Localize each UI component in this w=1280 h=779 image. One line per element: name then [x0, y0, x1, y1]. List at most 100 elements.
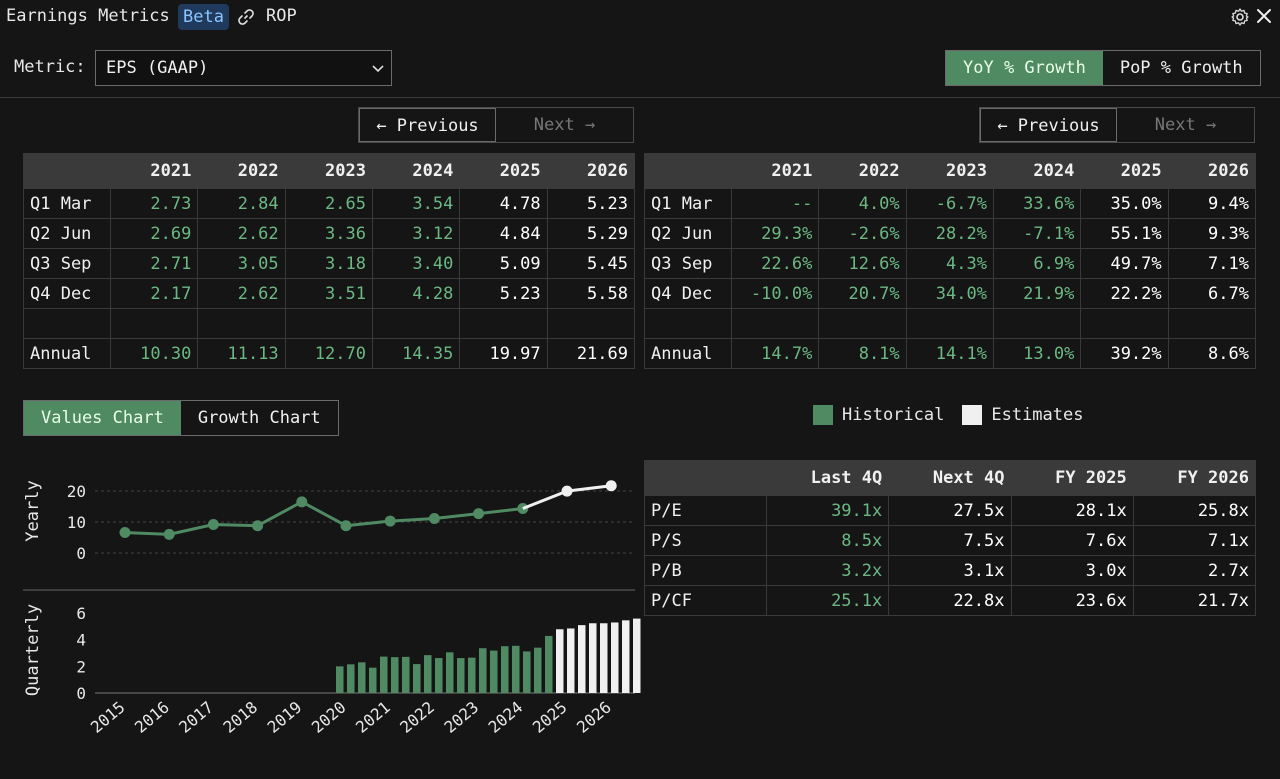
- legend-historical-label: Historical: [842, 405, 945, 425]
- y-tick-label: 4: [76, 631, 86, 650]
- bar: [611, 622, 619, 693]
- table-cell: 2.65: [284, 188, 373, 219]
- chevron-down-icon: [372, 65, 384, 73]
- row-label: P/CF: [644, 585, 767, 616]
- table-cell: 19.97: [459, 338, 548, 369]
- next-button[interactable]: Next →: [1154, 115, 1217, 135]
- table-row: Q2 Jun 2.69 2.62 3.36 3.12 4.84 5.29: [23, 218, 636, 249]
- bar: [556, 629, 564, 693]
- row-label: P/S: [644, 525, 767, 556]
- table-cell: 3.18: [284, 248, 373, 279]
- table-cell: 21.7x: [1132, 585, 1257, 616]
- table-cell: --: [730, 188, 820, 219]
- table-cell: 12.6%: [818, 248, 907, 279]
- table-cell: 2.84: [197, 188, 286, 219]
- next-button[interactable]: Next →: [533, 115, 596, 135]
- bar: [512, 645, 520, 693]
- x-tick-label: 2024: [485, 698, 527, 737]
- y-tick-label: 6: [76, 604, 86, 623]
- bar: [567, 628, 575, 693]
- data-point: [384, 515, 396, 527]
- table-cell: [109, 308, 199, 339]
- x-tick-label: 2021: [352, 698, 394, 737]
- window-title: Earnings Metrics: [6, 6, 170, 26]
- column-header: Last 4Q: [765, 460, 890, 496]
- gear-icon[interactable]: [1230, 7, 1250, 27]
- table-cell: 4.28: [371, 278, 461, 309]
- table-cell: 8.1%: [818, 338, 907, 369]
- growth-pager: ← Previous Next →: [979, 107, 1255, 143]
- data-point: [428, 512, 440, 524]
- data-point: [561, 485, 573, 497]
- title-bar: Earnings Metrics Beta ROP: [0, 0, 1280, 34]
- table-cell: 20.7%: [818, 278, 907, 309]
- table-cell: 2.71: [109, 248, 199, 279]
- table-cell: 3.51: [284, 278, 373, 309]
- table-cell: 6.7%: [1167, 278, 1257, 309]
- table-cell: 4.0%: [818, 188, 907, 219]
- previous-button[interactable]: ← Previous: [359, 108, 496, 142]
- table-cell: [197, 308, 286, 339]
- eps-pager: ← Previous Next →: [358, 107, 634, 143]
- row-label: Q3 Sep: [23, 248, 111, 279]
- column-header: 2023: [284, 153, 373, 189]
- close-icon[interactable]: [1255, 7, 1273, 25]
- table-cell: 5.58: [546, 278, 636, 309]
- link-icon[interactable]: [236, 7, 256, 27]
- legend-estimates: Estimates: [962, 405, 1083, 425]
- table-row: [644, 308, 1257, 339]
- row-label: Q4 Dec: [644, 278, 732, 309]
- table-row: Q3 Sep 22.6% 12.6% 4.3% 6.9% 49.7% 7.1%: [644, 248, 1257, 279]
- metric-select[interactable]: EPS (GAAP): [95, 50, 392, 86]
- bar: [369, 667, 377, 693]
- values-chart-button[interactable]: Values Chart: [24, 401, 181, 435]
- bar: [501, 646, 509, 693]
- table-cell: 22.6%: [730, 248, 820, 279]
- chart-legend: Historical Estimates: [813, 405, 1101, 425]
- y-axis-label: Quarterly: [23, 604, 43, 696]
- bar: [391, 657, 399, 693]
- previous-button[interactable]: ← Previous: [980, 108, 1117, 142]
- table-cell: 2.17: [109, 278, 199, 309]
- yoy-growth-button[interactable]: YoY % Growth: [946, 51, 1103, 85]
- table-cell: 33.6%: [992, 188, 1082, 219]
- table-cell: 12.70: [284, 338, 373, 369]
- table-row: Q1 Mar 2.73 2.84 2.65 3.54 4.78 5.23: [23, 188, 636, 219]
- table-cell: -7.1%: [992, 218, 1082, 249]
- growth-table: 2021 2022 2023 2024 2025 2026 Q1 Mar -- 4.0% -6.…: [644, 153, 1257, 369]
- table-cell: 29.3%: [730, 218, 820, 249]
- table-cell: 14.7%: [730, 338, 820, 369]
- table-cell: [1080, 308, 1169, 339]
- table-row: Q3 Sep 2.71 3.05 3.18 3.40 5.09 5.45: [23, 248, 636, 279]
- table-cell: 8.6%: [1167, 338, 1257, 369]
- table-cell: [459, 308, 548, 339]
- table-cell: 49.7%: [1080, 248, 1169, 279]
- data-point: [119, 527, 131, 539]
- table-row: P/B 3.2x 3.1x 3.0x 2.7x: [644, 555, 1257, 586]
- corner-header: [644, 460, 767, 496]
- column-header: FY 2026: [1132, 460, 1257, 496]
- metric-selected-value: EPS (GAAP): [106, 58, 209, 78]
- growth-chart-button[interactable]: Growth Chart: [197, 408, 321, 428]
- table-cell: 27.5x: [888, 495, 1012, 526]
- x-tick-label: 2025: [529, 698, 571, 737]
- table-cell: 5.23: [459, 278, 548, 309]
- bar: [523, 651, 531, 693]
- column-header: 2026: [1167, 153, 1257, 189]
- table-cell: 35.0%: [1080, 188, 1169, 219]
- pop-growth-button[interactable]: PoP % Growth: [1119, 58, 1243, 78]
- series-line: [124, 500, 523, 536]
- table-cell: 2.62: [197, 218, 286, 249]
- y-axis-label: Yearly: [23, 480, 43, 541]
- table-cell: [546, 308, 636, 339]
- table-header-row: 2021 2022 2023 2024 2025 2026: [644, 153, 1257, 189]
- table-cell: 13.0%: [992, 338, 1082, 369]
- ticker-symbol: ROP: [266, 6, 297, 26]
- legend-historical: Historical: [813, 405, 944, 425]
- bar: [402, 656, 410, 693]
- table-cell: 2.73: [109, 188, 199, 219]
- x-tick-label: 2018: [219, 698, 261, 737]
- table-row: P/E 39.1x 27.5x 28.1x 25.8x: [644, 495, 1257, 526]
- table-cell: 8.5x: [765, 525, 890, 556]
- column-header: 2021: [109, 153, 199, 189]
